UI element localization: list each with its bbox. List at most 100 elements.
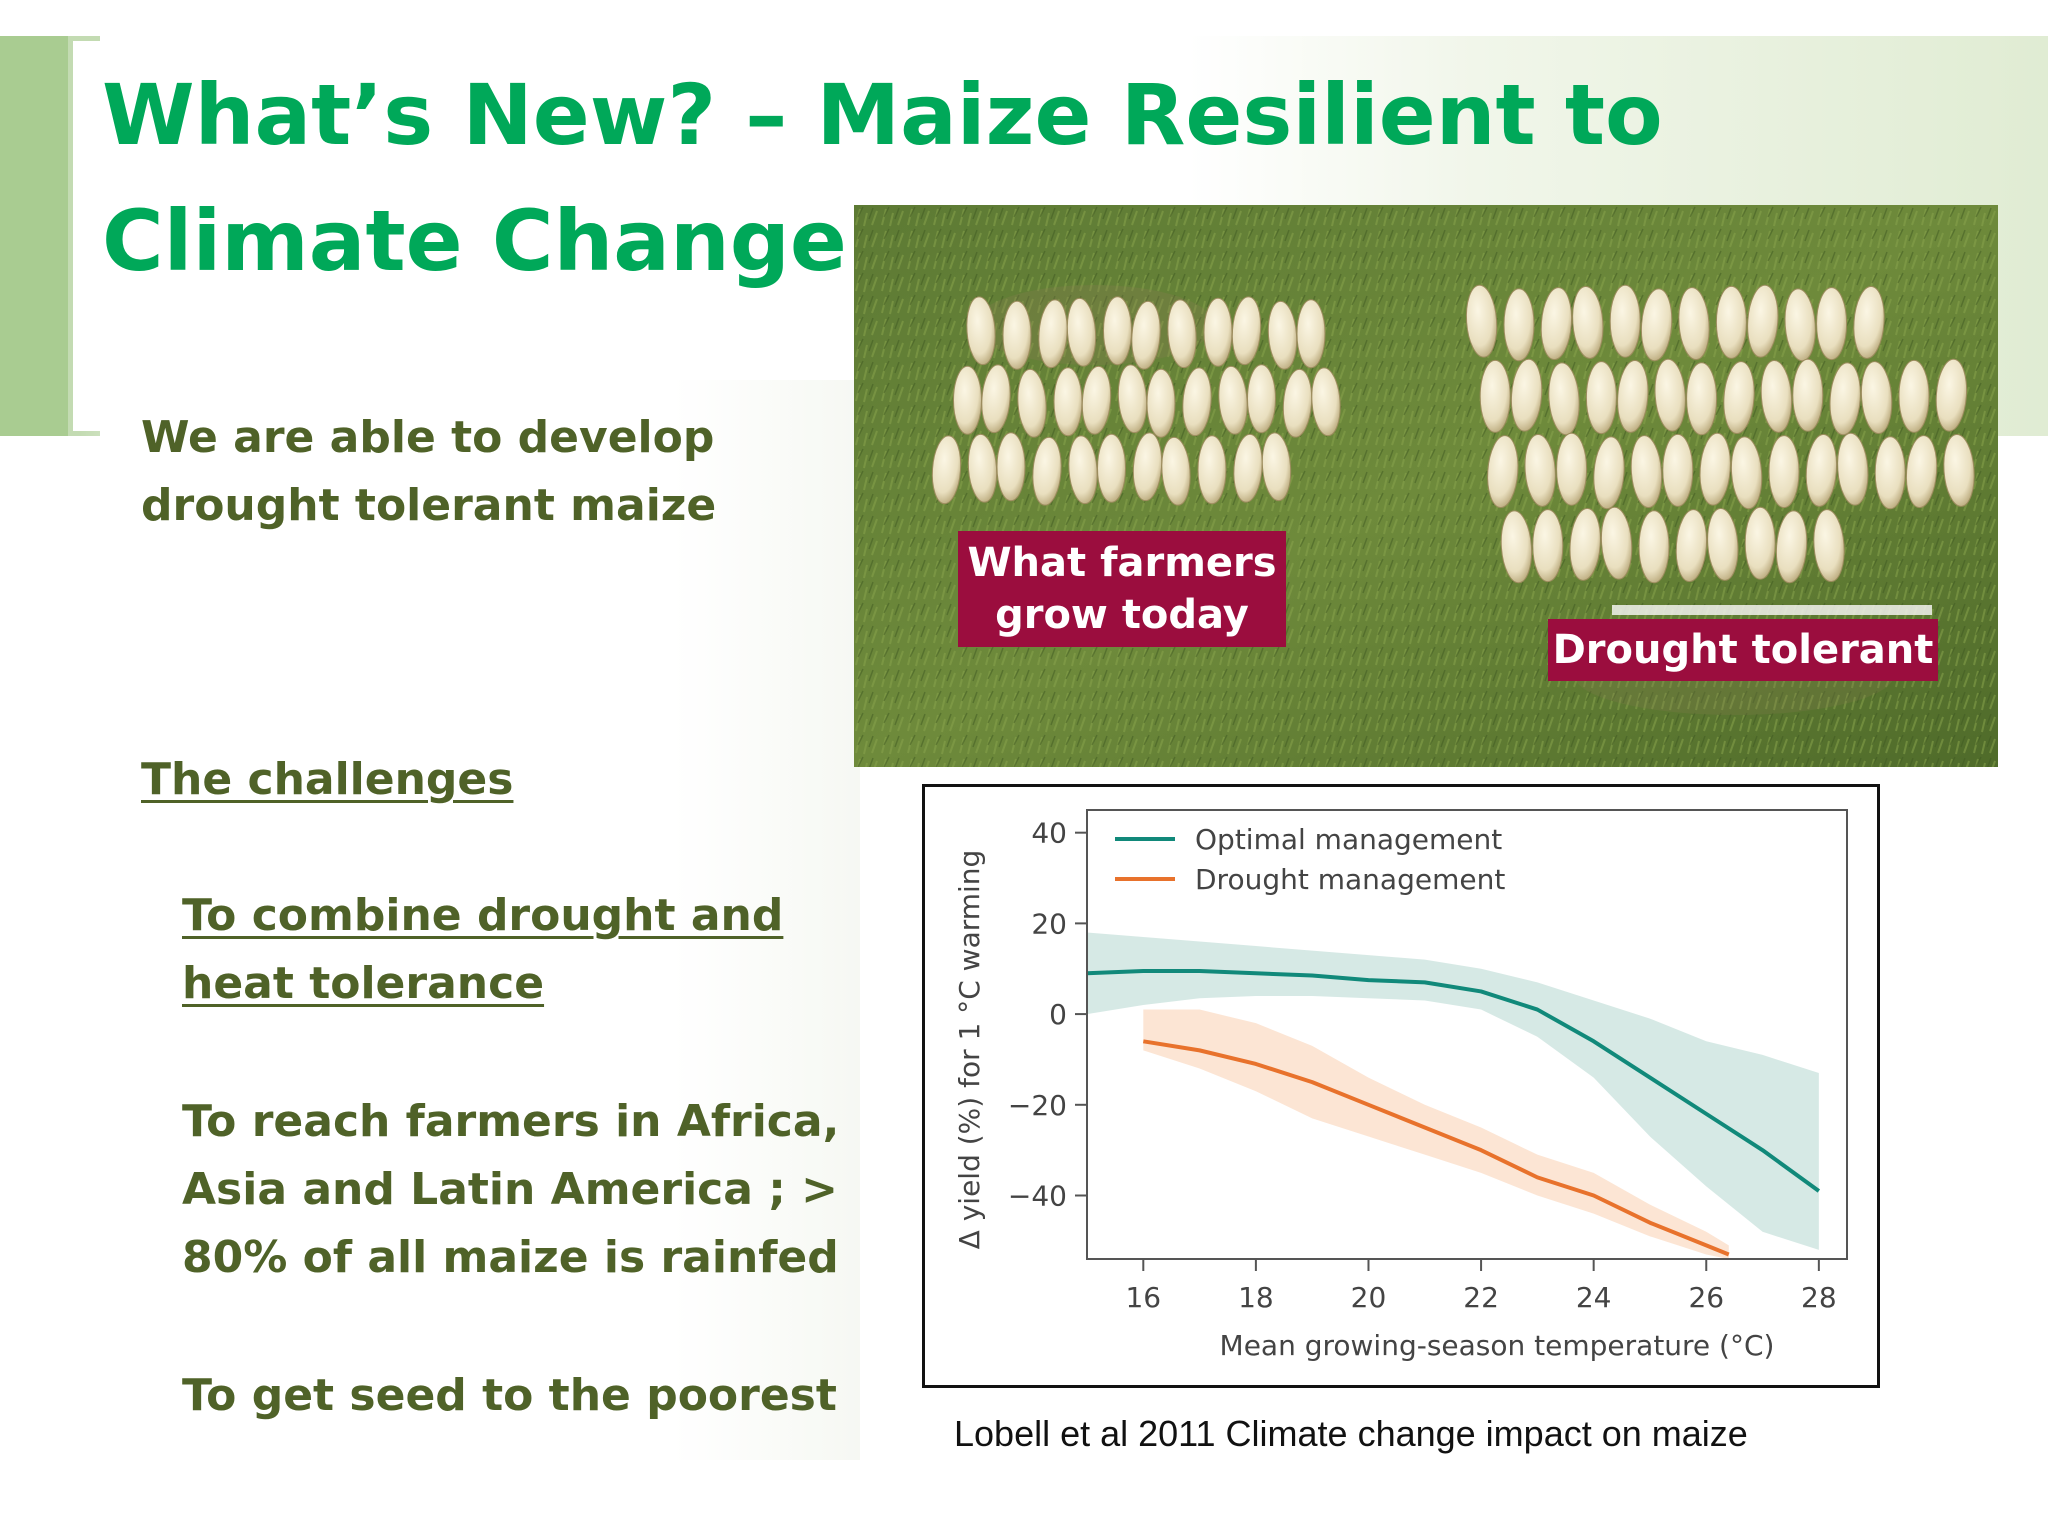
x-tick-label: 22 [1463, 1281, 1499, 1314]
x-axis-label: Mean growing-season temperature (°C) [1220, 1329, 1775, 1362]
accent-bracket [68, 36, 100, 436]
y-axis-label: Δ yield (%) for 1 °C warming [953, 850, 986, 1250]
challenge-1-line-1: To combine drought and [182, 890, 784, 941]
maize-cob [1874, 436, 1906, 510]
maize-cob [1311, 367, 1341, 437]
maize-cob [967, 433, 998, 503]
maize-cob [1600, 506, 1633, 580]
maize-cob [931, 435, 962, 505]
maize-cob [1654, 358, 1686, 432]
chart-caption: Lobell et al 2011 Climate change impact … [954, 1413, 1748, 1454]
yield-chart-svg: 40 20 0 −20 −40 16 18 20 22 24 26 28 Mean growing-se… [953, 809, 1848, 1362]
series-line-2 [1142, 1039, 1730, 1257]
maize-cob [1233, 433, 1263, 503]
maize-cob [1002, 300, 1032, 370]
accent-bar [0, 36, 68, 436]
maize-cob [1572, 285, 1604, 359]
maize-cob [953, 365, 982, 435]
maize-cob [1487, 435, 1519, 509]
maize-cob [1715, 285, 1747, 359]
legend-label-1: Optimal management [1195, 823, 1502, 856]
maize-cob [1829, 362, 1861, 436]
maize-cob [1203, 297, 1233, 367]
y-tick-label: −40 [1008, 1180, 1067, 1213]
maize-cob [1723, 361, 1755, 435]
maize-cob [1103, 296, 1132, 366]
maize-cob [1556, 432, 1588, 506]
maize-cob [1617, 359, 1649, 433]
maize-cob [1837, 432, 1869, 506]
yield-chart: 40 20 0 −20 −40 16 18 20 22 24 26 28 Mean growing-se… [922, 784, 1880, 1388]
x-tick-label: 28 [1801, 1281, 1837, 1314]
challenge-1-line-2: heat tolerance [182, 958, 545, 1009]
maize-cob [1038, 299, 1068, 369]
plot-frame [1086, 809, 1848, 1260]
challenge-2-line-3: 80% of all maize is rainfed [182, 1232, 839, 1283]
maize-cob [1675, 509, 1708, 583]
x-tick-label: 26 [1688, 1281, 1724, 1314]
intro-text: We are able to develop drought tolerant … [141, 404, 716, 540]
maize-cob [1593, 436, 1625, 510]
challenge-combine: To combine drought and heat tolerance [182, 882, 783, 1018]
challenge-seed: To get seed to the poorest [182, 1370, 837, 1421]
maize-cob [1524, 433, 1556, 507]
maize-cob [1640, 288, 1673, 362]
maize-cob [1146, 368, 1176, 438]
label-drought-tolerant: Drought tolerant [1548, 619, 1938, 681]
x-tick-label: 20 [1351, 1281, 1387, 1314]
maize-cobs-left [931, 296, 1341, 506]
x-tick-label: 16 [1125, 1281, 1161, 1314]
maize-cob [1231, 296, 1262, 366]
intro-line-1: We are able to develop [141, 412, 715, 463]
maize-cob [1638, 510, 1670, 584]
maize-cob [1609, 284, 1641, 358]
label-left-line-1: What farmers [967, 540, 1277, 586]
maize-cob [1267, 300, 1298, 370]
legend-label-2: Drought management [1195, 863, 1505, 896]
maize-cob [1066, 297, 1097, 367]
left-panel [80, 380, 860, 1460]
maize-cob [1068, 435, 1098, 505]
maize-cob [1699, 432, 1731, 506]
maize-cob [1282, 368, 1313, 438]
maize-cob [1707, 507, 1739, 581]
maize-cob [1630, 435, 1663, 509]
maize-cob [1853, 285, 1885, 359]
maize-cob [966, 296, 996, 366]
maize-cob [1197, 435, 1227, 505]
maize-photo-illustration [854, 205, 1998, 767]
series-line-1 [1086, 969, 1821, 1193]
intro-line-2: drought tolerant maize [141, 480, 717, 531]
maize-cob [1898, 359, 1930, 433]
y-tick-label: 0 [1049, 998, 1067, 1031]
y-tick-label: 40 [1031, 817, 1067, 850]
maize-cob [1097, 433, 1126, 503]
y-tick-label: −20 [1008, 1089, 1067, 1122]
maize-cob [1182, 367, 1212, 437]
maize-cob [1479, 359, 1511, 433]
maize-cob [1532, 509, 1564, 583]
maize-cob [1686, 362, 1718, 436]
maize-cob [1813, 509, 1845, 583]
maize-cob [1585, 361, 1617, 435]
maize-cob [1943, 433, 1975, 507]
maize-cob [1744, 506, 1776, 580]
maize-cob [1167, 299, 1197, 369]
confidence-band-2 [1143, 1009, 1729, 1259]
maize-cob [1053, 367, 1083, 437]
maize-cob [1747, 284, 1779, 358]
maize-cob [1017, 368, 1047, 438]
challenge-2-line-1: To reach farmers in Africa, [182, 1096, 840, 1147]
maize-cob [1760, 359, 1793, 433]
maize-cob [1768, 435, 1800, 509]
label-what-farmers-grow: What farmers grow today [958, 531, 1286, 647]
maize-cob [1935, 358, 1968, 432]
maize-cob [1805, 433, 1838, 507]
maize-cob [1510, 358, 1543, 432]
x-tick-label: 18 [1238, 1281, 1274, 1314]
maize-cob [996, 432, 1026, 502]
maize-cob [1131, 300, 1161, 370]
y-tick-label: 20 [1031, 907, 1067, 940]
maize-cobs-right [1465, 284, 1975, 584]
maize-cob [1905, 435, 1938, 509]
